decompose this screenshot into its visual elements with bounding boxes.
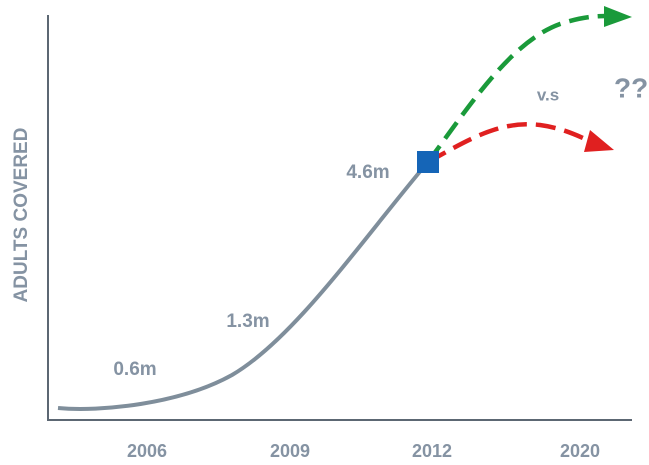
x-label: 2012 bbox=[412, 441, 452, 461]
x-label: 2020 bbox=[560, 441, 600, 461]
x-label: 2006 bbox=[127, 441, 167, 461]
question-label: ?? bbox=[614, 72, 648, 103]
x-label: 2009 bbox=[270, 441, 310, 461]
green-arrowhead bbox=[604, 6, 632, 27]
annotation: 0.6m bbox=[113, 359, 156, 380]
growth-curve bbox=[57, 160, 430, 411]
annotation: 4.6m bbox=[346, 162, 389, 183]
red-arrowhead bbox=[584, 130, 614, 152]
red-projection bbox=[426, 122, 591, 164]
green-projection bbox=[426, 13, 607, 164]
comparison-label: v.s bbox=[537, 85, 559, 104]
annotation: 1.3m bbox=[226, 311, 269, 332]
y-axis-label: ADULTS COVERED bbox=[11, 128, 32, 303]
current-point bbox=[417, 151, 439, 173]
